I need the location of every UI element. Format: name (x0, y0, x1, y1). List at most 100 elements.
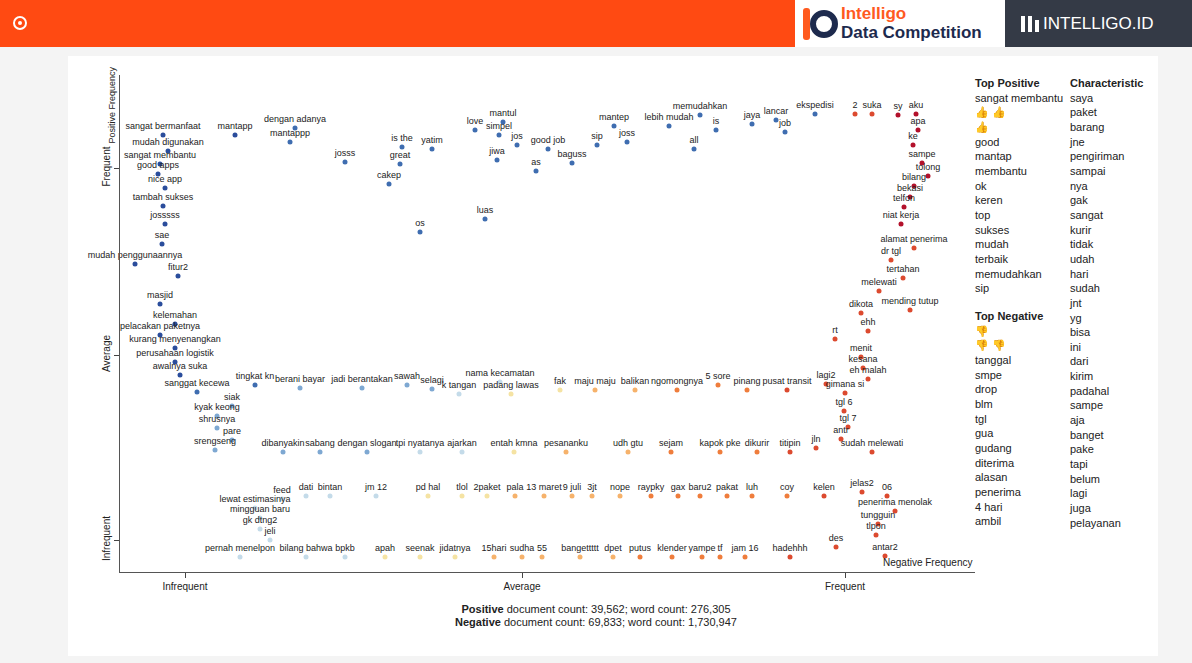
svg-text:jln: jln (810, 434, 820, 444)
svg-text:bintan: bintan (318, 482, 343, 492)
svg-text:sawah: sawah (394, 371, 420, 381)
svg-text:lewat estimasinya: lewat estimasinya (219, 494, 290, 504)
svg-text:josss: josss (334, 148, 356, 158)
svg-text:sudha: sudha (510, 543, 535, 553)
svg-text:pakat: pakat (716, 482, 739, 492)
svg-text:baguss: baguss (557, 149, 587, 159)
svg-text:alamat penerima: alamat penerima (880, 234, 947, 244)
svg-text:15hari: 15hari (481, 543, 506, 553)
svg-text:as: as (531, 157, 541, 167)
svg-text:Average: Average (503, 581, 541, 592)
svg-text:gimana si: gimana si (826, 379, 865, 389)
svg-text:sejam: sejam (659, 438, 683, 448)
svg-text:mantep: mantep (599, 112, 629, 122)
svg-text:shrusnya: shrusnya (199, 414, 236, 424)
svg-text:eh malah: eh malah (849, 365, 886, 375)
svg-text:nice app: nice app (148, 174, 182, 184)
svg-text:telfon: telfon (893, 193, 915, 203)
svg-text:mingguan baru: mingguan baru (230, 504, 290, 514)
svg-text:Infrequent: Infrequent (162, 581, 207, 592)
svg-text:melewati: melewati (861, 277, 897, 287)
svg-text:nama kecamatan: nama kecamatan (465, 368, 534, 378)
svg-text:raypky: raypky (638, 482, 665, 492)
svg-text:mending tutup: mending tutup (881, 296, 938, 306)
svg-text:good job: good job (531, 135, 566, 145)
svg-text:pala: pala (506, 482, 523, 492)
svg-text:ke: ke (908, 131, 918, 141)
svg-text:entah kmna: entah kmna (490, 438, 537, 448)
svg-text:pesananku: pesananku (544, 438, 588, 448)
svg-text:jadi berantakan: jadi berantakan (330, 374, 393, 384)
svg-text:bpkb: bpkb (335, 543, 355, 553)
svg-text:13 maret: 13 maret (526, 482, 562, 492)
svg-text:Infrequent: Infrequent (101, 516, 112, 561)
svg-text:mantul: mantul (489, 108, 516, 118)
svg-text:dr tgl: dr tgl (881, 246, 901, 256)
svg-text:menit: menit (850, 343, 873, 353)
svg-text:job: job (778, 118, 791, 128)
svg-text:pernah menelpon: pernah menelpon (205, 543, 275, 553)
svg-text:mudah penggunaannya: mudah penggunaannya (88, 250, 183, 260)
svg-text:masjid: masjid (147, 290, 173, 300)
svg-text:antr: antr (833, 425, 849, 435)
svg-text:jelas2: jelas2 (849, 478, 874, 488)
svg-text:balikan: balikan (621, 376, 650, 386)
svg-text:titipin: titipin (779, 438, 800, 448)
svg-text:antar2: antar2 (872, 542, 898, 552)
svg-text:maju maju: maju maju (574, 376, 616, 386)
svg-text:jm 12: jm 12 (364, 482, 387, 492)
svg-text:Average: Average (101, 335, 112, 373)
svg-text:dengan slogan: dengan slogan (337, 438, 396, 448)
svg-text:siak: siak (224, 392, 241, 402)
svg-text:dengan adanya: dengan adanya (264, 114, 326, 124)
svg-text:fak: fak (554, 376, 567, 386)
svg-text:niat kerja: niat kerja (883, 210, 920, 220)
svg-text:kapok pke: kapok pke (699, 438, 740, 448)
svg-text:josssss: josssss (149, 210, 180, 220)
svg-text:seenak: seenak (405, 543, 435, 553)
svg-text:tf: tf (717, 543, 723, 553)
svg-text:jos: jos (510, 131, 523, 141)
svg-text:fitur2: fitur2 (168, 262, 188, 272)
svg-text:des: des (829, 533, 844, 543)
svg-text:06: 06 (882, 482, 892, 492)
svg-text:luh: luh (746, 482, 758, 492)
svg-text:pusat transit: pusat transit (762, 376, 812, 386)
svg-text:sy: sy (894, 101, 904, 111)
svg-text:jiwa: jiwa (488, 146, 505, 156)
svg-text:ehh: ehh (860, 317, 875, 327)
svg-text:sabang: sabang (305, 438, 335, 448)
svg-text:nope: nope (610, 482, 630, 492)
svg-text:padang lawas: padang lawas (483, 380, 539, 390)
svg-text:sampe: sampe (908, 149, 935, 159)
svg-text:selagi: selagi (420, 375, 444, 385)
svg-text:perusahaan logistik: perusahaan logistik (136, 348, 214, 358)
svg-text:yatim: yatim (421, 135, 443, 145)
svg-text:bekasi: bekasi (897, 183, 923, 193)
svg-text:dibanyakin: dibanyakin (261, 438, 304, 448)
svg-text:lagi2: lagi2 (816, 370, 835, 380)
svg-text:gk dtng2: gk dtng2 (243, 515, 278, 525)
svg-text:berani bayar: berani bayar (275, 374, 325, 384)
svg-text:jaya: jaya (743, 110, 761, 120)
svg-text:kesana: kesana (848, 354, 877, 364)
svg-text:dikurir: dikurir (745, 438, 770, 448)
svg-text:jidatnya: jidatnya (438, 543, 470, 553)
svg-text:srengseng: srengseng (194, 436, 236, 446)
svg-text:dikota: dikota (849, 299, 873, 309)
svg-text:ekspedisi: ekspedisi (796, 100, 834, 110)
svg-text:Negative Frequency: Negative Frequency (883, 557, 973, 568)
svg-text:tlol: tlol (456, 482, 468, 492)
svg-text:tingkat kn: tingkat kn (236, 371, 275, 381)
svg-text:sangat bermanfaat: sangat bermanfaat (125, 121, 201, 131)
svg-text:apa: apa (910, 116, 925, 126)
svg-text:ngomongnya: ngomongnya (651, 376, 703, 386)
svg-text:pinang: pinang (733, 376, 760, 386)
svg-text:apah: apah (375, 543, 395, 553)
svg-text:mantappp: mantappp (270, 128, 310, 138)
svg-text:joss: joss (618, 128, 636, 138)
svg-text:3jt: 3jt (587, 482, 597, 492)
svg-text:all: all (689, 135, 698, 145)
svg-text:memudahkan: memudahkan (673, 101, 728, 111)
svg-text:kelemahan: kelemahan (153, 310, 197, 320)
